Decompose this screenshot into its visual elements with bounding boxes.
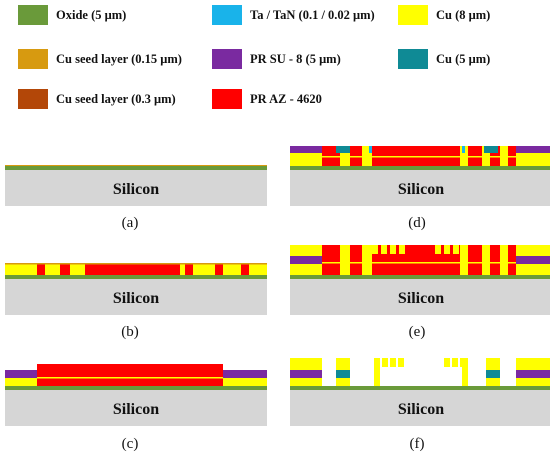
cu-5um-block — [486, 370, 500, 378]
caption-d: (d) — [408, 215, 426, 231]
silicon-label: Silicon — [113, 290, 159, 307]
pr-su8-block — [290, 146, 322, 153]
silicon-label: Silicon — [398, 401, 444, 418]
legend-swatch-cu-seed-015 — [18, 49, 48, 69]
legend-swatch-cu-5 — [398, 49, 428, 69]
pr-su8-block — [516, 370, 550, 378]
legend-swatch-oxide — [18, 5, 48, 25]
legend-label-oxide: Oxide (5 μm) — [56, 7, 127, 22]
cu-seed-layer — [5, 263, 267, 265]
legend-swatch-cu-seed-03 — [18, 89, 48, 109]
oxide-layer — [290, 386, 550, 390]
cu-8um-block — [398, 358, 404, 367]
cu-seed-layer — [5, 165, 267, 166]
silicon-label: Silicon — [398, 290, 444, 307]
pr-az4620-block — [85, 264, 180, 275]
pr-su8-block — [5, 370, 37, 378]
pr-su8-block — [516, 146, 550, 153]
legend-label-ta-tan: Ta / TaN (0.1 / 0.02 μm) — [250, 7, 375, 22]
pr-su8-block — [290, 370, 322, 378]
silicon-substrate — [5, 390, 267, 426]
legend-swatch-cu-8 — [398, 5, 428, 25]
cu-8um-block — [453, 245, 459, 254]
cu-8um-block — [444, 358, 450, 367]
cu-8um-pillar — [374, 358, 380, 386]
cu-8um-block — [399, 245, 405, 254]
pr-az4620-block — [508, 245, 516, 275]
oxide-layer — [5, 275, 267, 279]
silicon-substrate — [5, 170, 267, 206]
cu-8um-block — [390, 358, 396, 367]
cu-8um-block — [452, 358, 458, 367]
oxide-layer — [290, 166, 550, 170]
legend-swatch-ta-tan — [212, 5, 242, 25]
oxide-layer — [5, 166, 267, 170]
cu-8um-layer — [322, 156, 516, 158]
cu-8um-block — [382, 358, 388, 367]
legend-label-cu-seed-03: Cu seed layer (0.3 μm) — [56, 91, 176, 106]
cu-8um-block — [390, 245, 396, 254]
legend-label-cu-8: Cu (8 μm) — [436, 7, 491, 22]
cu-5um-block — [336, 146, 350, 153]
legend-label-pr-az4620: PR AZ - 4620 — [250, 91, 322, 106]
pr-az4620-block — [215, 264, 223, 275]
silicon-label: Silicon — [113, 181, 159, 198]
pr-az4620-block — [322, 245, 340, 275]
pr-az4620-block — [490, 245, 500, 275]
legend-item-cu-seed-03: Cu seed layer (0.3 μm) — [18, 88, 176, 110]
silicon-label: Silicon — [113, 401, 159, 418]
cu-8um-block — [381, 245, 387, 254]
silicon-substrate — [5, 279, 267, 315]
pr-su8-block — [516, 256, 550, 264]
caption-b: (b) — [121, 324, 139, 340]
cu-8um-block — [435, 245, 441, 254]
caption-c: (c) — [121, 436, 139, 452]
cu-8um-block — [372, 245, 378, 254]
caption-e: (e) — [408, 324, 426, 340]
legend-item-cu-8: Cu (8 μm) — [398, 4, 490, 26]
legend-label-cu-5: Cu (5 μm) — [436, 51, 491, 66]
pr-az4620-block — [185, 264, 193, 275]
cu-8um-block — [460, 358, 466, 367]
oxide-layer — [5, 386, 267, 390]
cu-8um-block — [444, 245, 450, 254]
cu-5um-block — [484, 146, 498, 153]
cu-8um-pillar — [462, 358, 468, 386]
legend-item-cu-seed-015: Cu seed layer (0.15 μm) — [18, 48, 182, 70]
legend-item-pr-su8: PR SU - 8 (5 μm) — [212, 48, 341, 70]
caption-a: (a) — [121, 215, 139, 231]
ta-tan-block — [462, 146, 465, 153]
pr-su8-block — [290, 256, 322, 264]
legend-item-cu-5: Cu (5 μm) — [398, 48, 490, 70]
legend-item-ta-tan: Ta / TaN (0.1 / 0.02 μm) — [212, 4, 375, 26]
legend-label-pr-su8: PR SU - 8 (5 μm) — [250, 51, 341, 66]
silicon-label: Silicon — [398, 181, 444, 198]
pr-az4620-block — [241, 264, 249, 275]
oxide-layer — [290, 275, 550, 279]
legend-item-oxide: Oxide (5 μm) — [18, 4, 126, 26]
pr-az4620-block — [60, 264, 70, 275]
pr-az4620-block — [350, 245, 362, 275]
legend-swatch-pr-az4620 — [212, 89, 242, 109]
silicon-substrate — [290, 279, 550, 315]
legend: Oxide (5 μm) Ta / TaN (0.1 / 0.02 μm) Cu… — [0, 0, 550, 110]
silicon-substrate — [290, 390, 550, 426]
legend-label-cu-seed-015: Cu seed layer (0.15 μm) — [56, 51, 182, 66]
pr-az4620-block — [37, 364, 223, 386]
pr-su8-block — [223, 370, 267, 378]
legend-item-pr-az4620: PR AZ - 4620 — [212, 88, 322, 110]
pr-az4620-block — [37, 264, 45, 275]
cu-8um-layer — [37, 377, 223, 379]
pr-az4620-block — [468, 245, 482, 275]
cu-5um-block — [336, 370, 350, 378]
legend-swatch-pr-su8 — [212, 49, 242, 69]
silicon-substrate — [290, 170, 550, 206]
ta-tan-block — [369, 146, 372, 153]
caption-f: (f) — [409, 436, 425, 452]
cu-8um-layer — [322, 262, 516, 264]
